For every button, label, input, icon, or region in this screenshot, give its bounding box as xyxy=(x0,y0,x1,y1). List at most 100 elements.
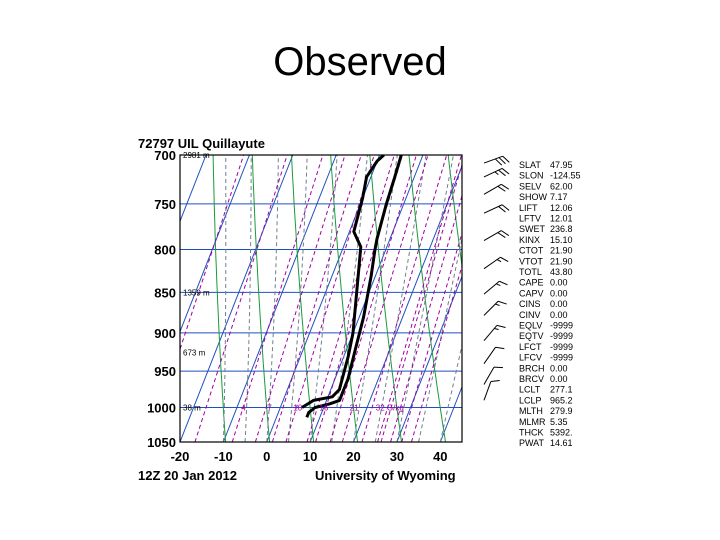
index-name: CINS xyxy=(519,299,541,309)
dry-adiabat xyxy=(447,155,462,270)
wind-barb xyxy=(483,204,510,214)
index-name: BRCH xyxy=(519,363,545,373)
height-label: 1359 m xyxy=(183,288,210,297)
dry-adiabat xyxy=(644,155,709,442)
isotherm-line xyxy=(180,155,207,223)
y-tick-label: 750 xyxy=(154,197,176,212)
index-value: 0.00 xyxy=(550,310,568,320)
wind-barb xyxy=(483,230,510,242)
mixing-ratio-line xyxy=(271,155,362,442)
index-name: SELV xyxy=(519,181,541,191)
index-value: 0.00 xyxy=(550,374,568,384)
index-name: MLMR xyxy=(519,417,546,427)
moist-adiabat xyxy=(353,155,398,442)
x-tick-label: 0 xyxy=(263,449,270,464)
wind-barb xyxy=(483,324,506,342)
x-tick-label: 40 xyxy=(433,449,447,464)
isotherm-line xyxy=(180,155,250,333)
wind-barb xyxy=(483,167,510,178)
index-name: SWET xyxy=(519,224,546,234)
y-tick-label: 950 xyxy=(154,364,176,379)
mixing-ratio-label: 32 G/kg xyxy=(376,403,404,412)
index-value: 0.00 xyxy=(550,278,568,288)
index-value: -9999 xyxy=(550,342,573,352)
wind-barbs xyxy=(483,155,510,401)
index-name: THCK xyxy=(519,428,544,438)
moist-adiabat xyxy=(331,155,368,442)
y-tick-label: 850 xyxy=(154,285,176,300)
isotherm-line xyxy=(180,155,294,442)
index-value: 12.01 xyxy=(550,214,573,224)
mixing-ratio-line xyxy=(306,155,395,442)
y-tick-label: 800 xyxy=(154,243,176,258)
plot-frame xyxy=(179,154,463,443)
mixing-ratio-label: 7 xyxy=(267,403,272,412)
barb-staff xyxy=(483,204,503,214)
mixing-ratio-line xyxy=(254,155,346,442)
barb-flag xyxy=(497,300,507,305)
y-tick-label: 900 xyxy=(154,326,176,341)
index-value: 236.8 xyxy=(550,224,573,234)
index-value: -9999 xyxy=(550,331,573,341)
index-name: SHOW xyxy=(519,192,548,202)
moist-adiabat xyxy=(244,155,252,442)
mixing-ratio-line xyxy=(390,194,462,442)
barb-staff xyxy=(483,366,495,385)
barb-staff xyxy=(483,280,500,295)
plot-area: 700 750 800 850 900 950 1000 1050-20 -10 0 10 20 30 4… xyxy=(147,148,709,464)
x-tick-label: -10 xyxy=(214,449,233,464)
barb-flag xyxy=(496,324,506,328)
index-value: 279.9 xyxy=(550,406,573,416)
barb-flag xyxy=(499,280,508,286)
index-value: 14.61 xyxy=(550,438,573,448)
index-name: SLAT xyxy=(519,160,541,170)
mixing-ratio-line xyxy=(380,162,462,442)
y-tick-label: 1000 xyxy=(147,400,176,415)
index-name: LCLT xyxy=(519,385,541,395)
wind-barb xyxy=(483,380,500,401)
barb-staff xyxy=(483,300,499,316)
moist-adiabat xyxy=(222,155,227,442)
chart-title: 72797 UIL Quillayute xyxy=(138,136,265,151)
dewpoint-trace xyxy=(301,155,385,409)
height-label: 673 m xyxy=(183,348,206,357)
x-tick-label: 10 xyxy=(303,449,317,464)
index-value: 7.17 xyxy=(550,192,568,202)
mixing-ratio-line xyxy=(411,263,462,442)
mixing-ratio-label: 10 xyxy=(293,403,302,412)
barb-flag xyxy=(501,230,510,236)
wind-barb xyxy=(483,155,510,166)
chart-time-label: 12Z 20 Jan 2012 xyxy=(138,468,237,483)
mixing-ratio-line xyxy=(315,155,403,442)
barb-flag xyxy=(501,183,510,190)
moist-adiabat xyxy=(266,155,279,442)
index-value: -9999 xyxy=(550,321,573,331)
barb-staff xyxy=(483,325,498,342)
mixing-ratio-label: 16 xyxy=(319,403,328,412)
barb-flag xyxy=(495,346,505,350)
index-name: CTOT xyxy=(519,246,544,256)
dry-adiabat xyxy=(251,155,271,442)
moist-adiabat xyxy=(288,155,308,442)
x-tick-label: 20 xyxy=(346,449,360,464)
index-name: SLON xyxy=(519,171,544,181)
wind-barb xyxy=(483,346,505,364)
barb-flag xyxy=(498,206,506,213)
barb-flag xyxy=(494,158,503,166)
y-tick-label: 1050 xyxy=(147,435,176,450)
index-value: -9999 xyxy=(550,353,573,363)
x-tick-label: 30 xyxy=(390,449,404,464)
mixing-ratio-line xyxy=(194,155,288,442)
barb-half-flag xyxy=(495,303,500,306)
index-name: CAPE xyxy=(519,278,544,288)
barb-half-flag xyxy=(494,327,499,330)
index-value: 0.00 xyxy=(550,363,568,373)
moist-adiabat xyxy=(396,155,454,442)
mixing-ratio-line xyxy=(341,155,429,442)
barb-staff xyxy=(483,381,492,401)
dry-adiabat xyxy=(605,155,666,442)
barb-staff xyxy=(483,183,502,195)
height-label: 38 m xyxy=(183,403,201,412)
barb-flag xyxy=(502,155,510,163)
index-name: LFCV xyxy=(519,353,542,363)
